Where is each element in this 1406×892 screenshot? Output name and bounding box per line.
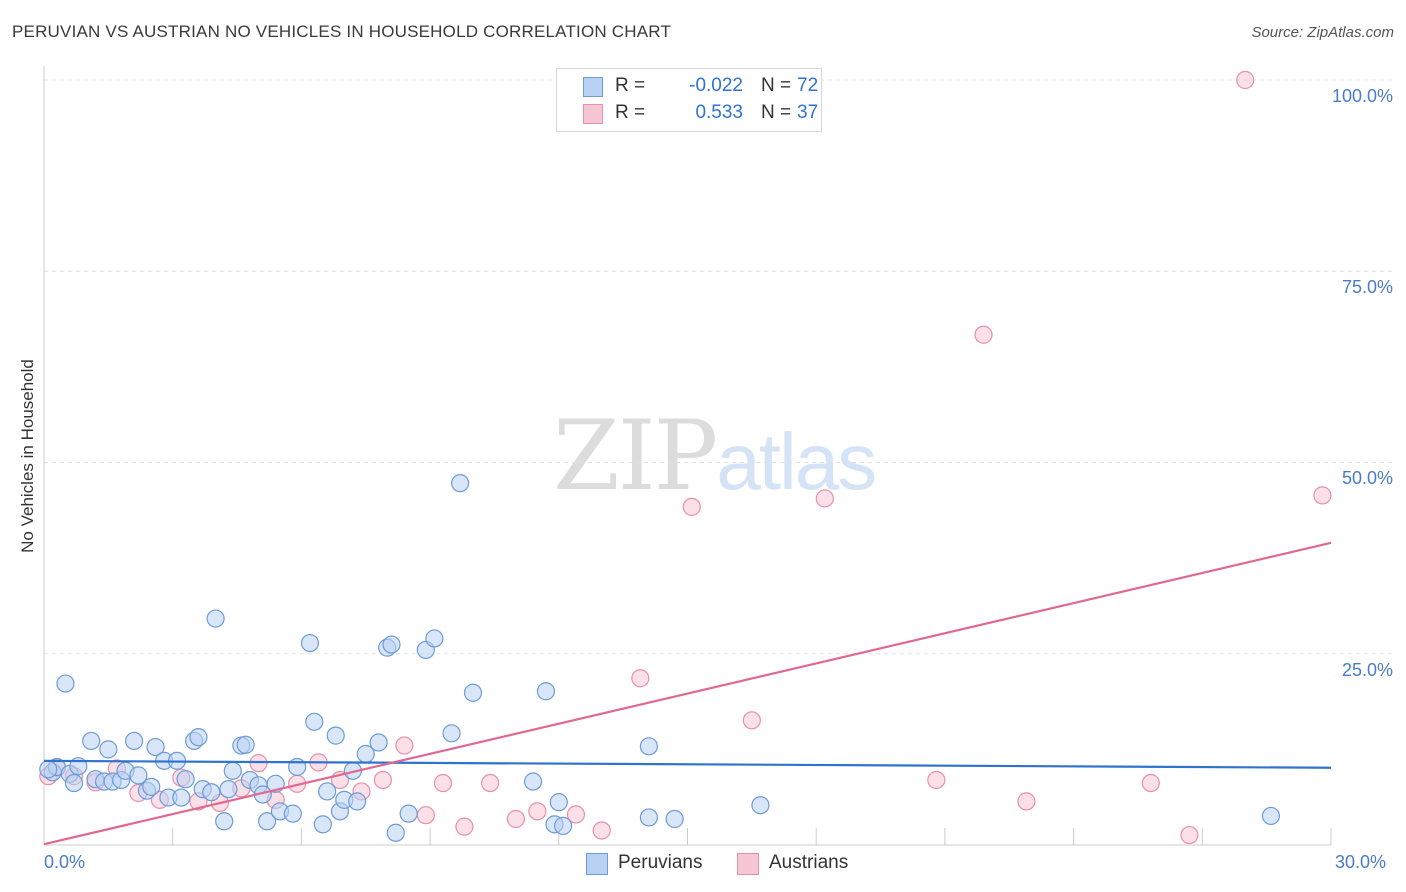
peruvians-point (523, 772, 543, 791)
peruvians-point (257, 812, 277, 831)
r-value: -0.022 (689, 75, 743, 96)
austrians-point (433, 773, 453, 793)
peruvians-point (124, 731, 144, 751)
austrians-point (927, 770, 946, 790)
austrians-point (528, 802, 547, 821)
axes (43, 66, 1332, 846)
y-axis-label: No Vehicles in Household (18, 359, 37, 553)
peruvians-point (751, 796, 770, 815)
austrians-point (592, 821, 611, 840)
peruvians-point (399, 804, 418, 823)
trend-lines (43, 541, 1332, 846)
peruvians-point (305, 712, 324, 731)
peruvians-point (549, 793, 568, 812)
peruvians-point (369, 733, 388, 752)
peruvians-point (386, 823, 405, 842)
austrians-trend-line (43, 541, 1332, 846)
peruvians-swatch (583, 77, 603, 97)
peruvians-point (283, 804, 302, 823)
austrians-point (373, 770, 393, 790)
peruvians-point (382, 635, 401, 654)
peruvians-point (553, 816, 573, 835)
legend-label: Peruvians (618, 852, 703, 873)
r-label: R = (615, 102, 646, 123)
peruvians-swatch (586, 853, 608, 875)
peruvians-point (223, 761, 242, 780)
peruvians-point (326, 726, 345, 745)
peruvians-point (56, 674, 75, 693)
legend-label: Austrians (769, 852, 849, 873)
r-value: 0.533 (695, 102, 743, 123)
peruvians-point (442, 724, 461, 743)
peruvians-point (313, 815, 332, 834)
austrians-point (506, 809, 526, 829)
peruvians-point (288, 757, 307, 777)
peruvians-point (236, 735, 255, 754)
peruvians-point (176, 770, 195, 789)
peruvians-point (425, 629, 444, 648)
peruvians-point (64, 773, 84, 793)
peruvians-point (142, 777, 161, 796)
peruvians-point (215, 812, 234, 831)
peruvians-point (348, 792, 367, 811)
x-tick-label-min: 0.0% (44, 852, 86, 872)
peruvians-points (39, 474, 1281, 842)
peruvians-point (300, 633, 320, 653)
peruvians-trend-line (43, 759, 1332, 769)
austrians-points (39, 70, 1332, 845)
peruvians-point (639, 808, 658, 827)
peruvians-point (172, 788, 191, 807)
peruvians-point (146, 737, 165, 757)
austrians-point (974, 325, 993, 344)
austrians-point (1180, 825, 1199, 845)
stats-legend: R = -0.022 N = 72 R = 0.533 N = 37 (556, 68, 822, 132)
austrians-point (1236, 70, 1255, 90)
austrians-point (566, 805, 586, 824)
peruvians-point (99, 740, 118, 759)
austrians-point (395, 736, 414, 755)
peruvians-point (82, 731, 101, 751)
austrians-point (815, 489, 834, 508)
peruvians-point (206, 609, 225, 628)
peruvians-point (39, 760, 58, 779)
r-label: R = (615, 75, 646, 96)
peruvians-point (219, 780, 238, 799)
peruvians-point (1261, 806, 1281, 826)
peruvians-point (639, 737, 658, 756)
peruvians-point (318, 782, 337, 801)
austrians-point (631, 669, 650, 688)
x-tick-label-max: 30.0% (1335, 852, 1387, 872)
peruvians-point (129, 766, 148, 785)
austrians-point (1017, 792, 1036, 811)
chart-title: PERUVIAN VS AUSTRIAN NO VEHICLES IN HOUS… (12, 22, 672, 41)
y-tick-label-25: 25.0% (1341, 660, 1393, 680)
grid-lines (44, 79, 1395, 655)
y-tick-label-100: 100.0% (1331, 86, 1393, 106)
n-value: 37 (797, 102, 819, 123)
y-tick-label-75: 75.0% (1341, 277, 1393, 297)
austrians-point (682, 497, 701, 516)
source-label: Source: ZipAtlas.com (1251, 24, 1394, 41)
n-label: N = (761, 75, 792, 96)
peruvians-point (665, 809, 684, 829)
austrians-point (1141, 773, 1160, 793)
austrians-swatch (583, 104, 603, 124)
austrians-point (742, 711, 761, 730)
peruvians-point (202, 783, 221, 802)
austrians-point (481, 773, 500, 793)
austrians-point (455, 817, 474, 836)
austrians-point (249, 754, 268, 773)
peruvians-point (536, 682, 556, 701)
austrians-point (1313, 486, 1332, 505)
peruvians-point (463, 683, 483, 702)
austrians-point (416, 806, 435, 825)
n-label: N = (761, 102, 792, 123)
y-tick-label-50: 50.0% (1341, 468, 1393, 488)
austrians-swatch (737, 853, 759, 875)
peruvians-point (451, 474, 470, 493)
n-value: 72 (797, 75, 819, 96)
peruvians-point (189, 728, 208, 747)
